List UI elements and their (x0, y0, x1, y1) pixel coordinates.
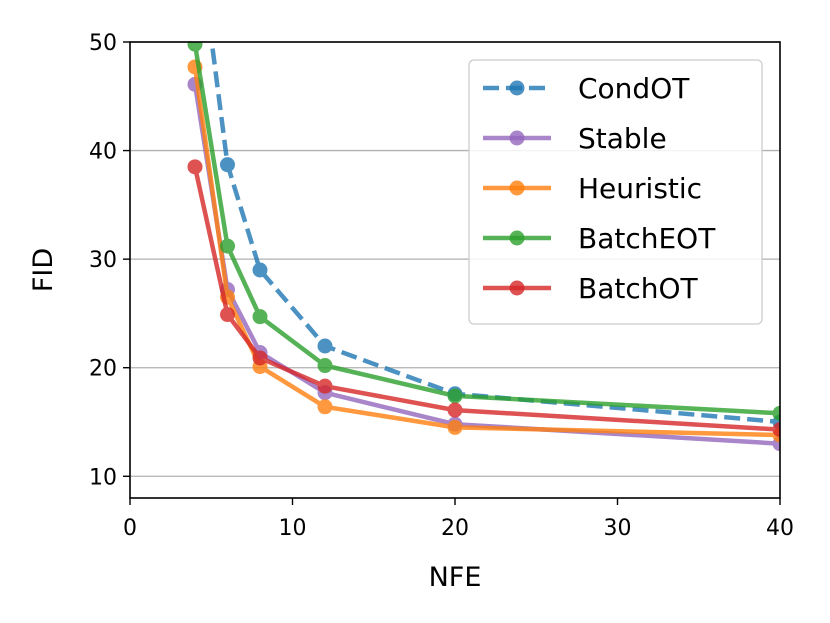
series-batchot (187, 159, 780, 438)
legend-entry: BatchOT (483, 272, 699, 305)
data-point (317, 378, 333, 394)
legend-label: BatchEOT (578, 222, 716, 255)
y-axis-label: FID (28, 248, 59, 292)
data-point (317, 338, 333, 354)
y-tick-label: 40 (89, 140, 117, 165)
x-tick-label: 10 (279, 516, 307, 541)
legend-entry: Heuristic (483, 172, 702, 205)
series-line (192, 66, 780, 438)
y-tick-label: 50 (89, 31, 117, 56)
legend-marker (509, 180, 525, 196)
series-group (187, 42, 780, 452)
data-point (317, 399, 333, 415)
legend-label: CondOT (578, 72, 690, 105)
y-tick-label: 10 (89, 465, 117, 490)
x-tick-label: 20 (441, 516, 469, 541)
y-tick-label: 20 (89, 357, 117, 382)
data-point (447, 419, 463, 435)
data-point (220, 238, 235, 254)
data-point (447, 388, 463, 404)
series-batcheot (187, 42, 780, 421)
data-point (187, 159, 203, 175)
legend-marker (509, 80, 525, 96)
data-point (220, 157, 235, 173)
legend-label: Stable (578, 122, 667, 155)
legend-marker (509, 280, 525, 296)
legend-label: BatchOT (578, 272, 699, 305)
data-point (187, 42, 203, 52)
legend: CondOT Stable Heuristic BatchEOT BatchOT (468, 59, 763, 325)
x-tick-label: 0 (123, 516, 137, 541)
data-point (447, 402, 463, 418)
series-line (192, 43, 780, 416)
x-axis-label: NFE (429, 562, 482, 593)
y-tick-label: 30 (89, 248, 117, 273)
legend-entry: BatchEOT (483, 222, 716, 255)
x-tick-label: 40 (766, 516, 794, 541)
axes: 10 20 30 40 50 0 10 20 30 40 (89, 31, 794, 541)
data-point (772, 405, 780, 421)
legend-entry: Stable (483, 122, 667, 155)
legend-label: Heuristic (578, 172, 702, 205)
legend-entry: CondOT (483, 72, 690, 105)
legend-box (468, 59, 763, 325)
legend-marker (509, 130, 525, 146)
data-point (317, 358, 333, 374)
series-line (192, 166, 780, 432)
data-point (220, 307, 235, 323)
legend-marker (509, 230, 525, 246)
data-point (772, 422, 780, 438)
data-point (252, 350, 268, 366)
data-point (252, 262, 268, 278)
data-point (252, 309, 268, 325)
x-tick-label: 30 (604, 516, 632, 541)
